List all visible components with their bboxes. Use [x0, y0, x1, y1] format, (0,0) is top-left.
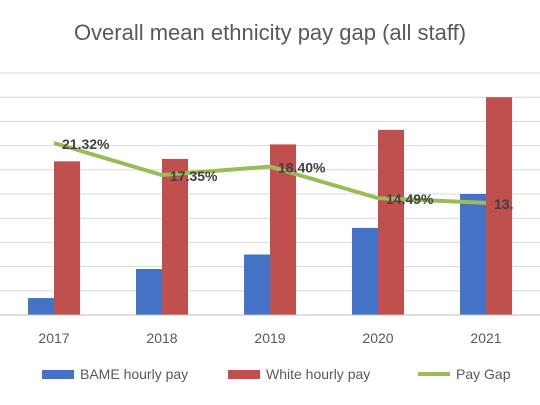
x-tick-label-2020: 2020 — [362, 330, 393, 346]
legend-label-bame: BAME hourly pay — [80, 366, 189, 382]
x-tick-label-2018: 2018 — [146, 330, 177, 346]
legend-swatch-bame — [42, 369, 74, 379]
legend-item-white: White hourly pay — [228, 366, 370, 382]
bar-bame-2020 — [352, 227, 378, 315]
legend-label-white: White hourly pay — [266, 366, 371, 382]
pay-gap-data-label-2018: 17.35% — [170, 168, 218, 184]
x-tick-label-2017: 2017 — [38, 330, 69, 346]
bar-bame-2017 — [28, 298, 54, 315]
legend-label-pay-gap: Pay Gap — [456, 366, 511, 382]
bar-white-2017 — [54, 161, 80, 315]
legend-swatch-white — [228, 369, 260, 379]
pay-gap-data-label-2019: 18.40% — [278, 160, 326, 176]
chart-title: Overall mean ethnicity pay gap (all staf… — [73, 20, 467, 45]
bar-white-2021 — [486, 97, 512, 315]
data-labels: 21.32% 17.35% 18.40% 14.49% 13. — [62, 136, 513, 212]
pay-gap-line-layer — [53, 141, 487, 205]
bar-white-2020 — [378, 129, 404, 315]
x-tick-label-2021: 2021 — [470, 330, 501, 346]
legend-swatch-pay-gap — [418, 372, 450, 376]
bar-bame-2021 — [460, 194, 486, 315]
pay-gap-line — [53, 141, 487, 205]
bar-white-2018 — [162, 158, 188, 315]
legend-item-pay-gap: Pay Gap — [418, 366, 510, 382]
x-tick-label-2019: 2019 — [254, 330, 285, 346]
pay-gap-data-label-2021: 13. — [494, 196, 513, 212]
legend-item-bame: BAME hourly pay — [42, 366, 188, 382]
pay-gap-data-label-2017: 21.32% — [62, 136, 110, 152]
x-axis: 2017 2018 2019 2020 2021 — [0, 314, 540, 346]
bar-bame-2019 — [244, 254, 270, 315]
bars — [28, 97, 512, 315]
pay-gap-data-label-2020: 14.49% — [386, 191, 434, 207]
bar-bame-2018 — [136, 269, 162, 315]
